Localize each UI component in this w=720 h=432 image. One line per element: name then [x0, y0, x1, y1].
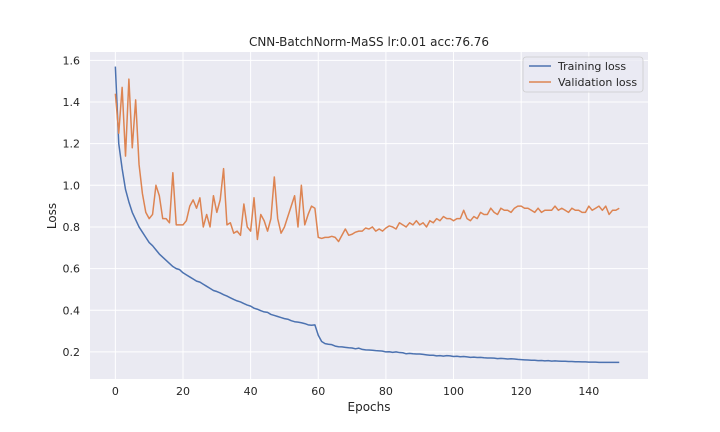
x-tick-label: 140 — [578, 385, 599, 398]
x-tick-label: 80 — [379, 385, 393, 398]
plot-background — [90, 52, 648, 379]
legend-box — [522, 56, 644, 93]
y-axis-label: Loss — [45, 203, 59, 229]
legend-label-validation: Validation loss — [558, 76, 637, 89]
grid-lines — [90, 52, 648, 379]
legend: Training loss Validation loss — [522, 56, 644, 93]
y-tick-label: 0.8 — [63, 221, 81, 234]
y-tick-label: 0.4 — [63, 304, 81, 317]
y-tick-label: 0.2 — [63, 346, 81, 359]
validation-loss-line — [114, 78, 620, 243]
x-tick-label: 120 — [511, 385, 532, 398]
training-loss-line — [114, 66, 620, 364]
x-tick-label: 100 — [443, 385, 464, 398]
y-tick-label: 1.6 — [63, 54, 81, 67]
y-tick-label: 1.4 — [63, 96, 81, 109]
x-axis-label: Epochs — [348, 400, 391, 414]
y-tick-label: 1.0 — [63, 179, 81, 192]
y-tick-labels: 0.2 0.4 0.6 0.8 1.0 1.2 1.4 1.6 — [63, 54, 81, 359]
legend-label-training: Training loss — [557, 60, 626, 73]
y-tick-label: 1.2 — [63, 138, 81, 151]
y-tick-label: 0.6 — [63, 263, 81, 276]
series-lines — [114, 66, 620, 364]
x-tick-label: 0 — [112, 385, 119, 398]
x-tick-labels: 0 20 40 60 80 100 120 140 — [112, 385, 599, 398]
x-tick-label: 60 — [311, 385, 325, 398]
x-tick-label: 20 — [176, 385, 190, 398]
chart-title: CNN-BatchNorm-MaSS lr:0.01 acc:76.76 — [249, 35, 489, 49]
x-tick-label: 40 — [244, 385, 258, 398]
